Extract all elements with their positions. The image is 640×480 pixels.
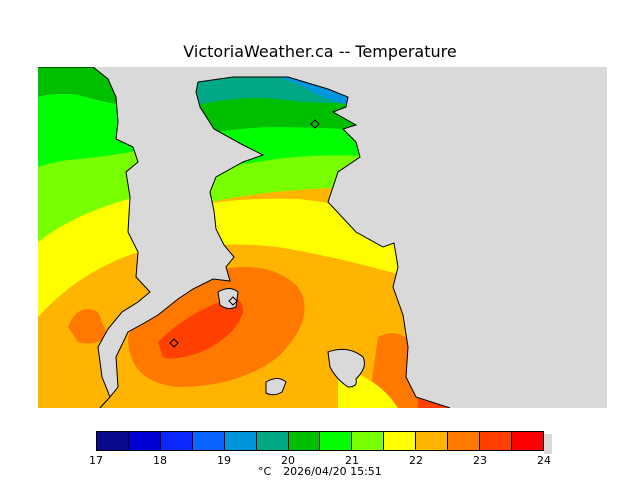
colorbar-swatch	[320, 432, 353, 450]
colorbar-swatch	[192, 432, 225, 450]
colorbar-swatch	[511, 432, 543, 450]
timestamp: 2026/04/20 15:51	[283, 465, 382, 478]
colorbar-tick-label: 21	[345, 454, 359, 467]
colorbar-swatch	[288, 432, 321, 450]
colorbar-swatch	[448, 432, 481, 450]
colorbar-swatch	[160, 432, 193, 450]
colorbar-shadow	[544, 434, 552, 454]
colorbar-tick-label: 20	[281, 454, 295, 467]
colorbar-tick-label: 22	[409, 454, 423, 467]
small-islands	[217, 288, 365, 396]
temperature-colorbar	[96, 431, 544, 451]
colorbar-swatch	[384, 432, 417, 450]
colorbar-tick-label: 24	[537, 454, 551, 467]
temperature-map	[38, 67, 607, 408]
station-markers	[169, 119, 320, 348]
station-marker	[169, 338, 179, 348]
colorbar-swatch	[480, 432, 512, 450]
page-title: VictoriaWeather.ca -- Temperature	[183, 42, 457, 61]
colorbar-tick-label: 19	[217, 454, 231, 467]
colorbar-tick-label: 18	[153, 454, 167, 467]
colorbar-swatch	[352, 432, 385, 450]
footer: °C 2026/04/20 15:51	[258, 465, 394, 478]
colorbar-swatch	[128, 432, 161, 450]
colorbar-swatch	[224, 432, 257, 450]
unit-label: °C	[258, 465, 272, 478]
station-marker	[310, 119, 320, 129]
east-land-region	[99, 76, 451, 408]
colorbar-swatch	[416, 432, 449, 450]
colorbar-tick-label: 23	[473, 454, 487, 467]
station-marker	[228, 296, 238, 306]
colorbar-swatch	[256, 432, 289, 450]
colorbar-tick-label: 17	[89, 454, 103, 467]
colorbar-swatch	[97, 432, 129, 450]
